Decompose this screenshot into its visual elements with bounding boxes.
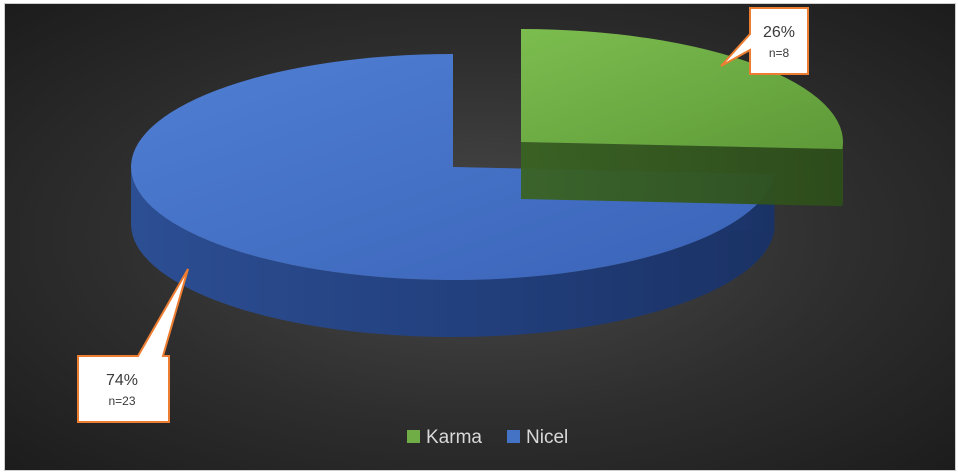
pie-slice-karma-top: [521, 29, 843, 150]
data-label-karma-count: n=8: [769, 46, 790, 60]
data-label-nicel: 74% n=23: [77, 268, 189, 423]
data-label-nicel-percent: 74%: [106, 372, 138, 389]
pie-chart-svg: 26% n=8 74% n=23 Karma Nicel: [77, 7, 843, 448]
legend-swatch-karma: [407, 430, 420, 443]
pie-slice-karma-cut: [521, 142, 843, 207]
pie-chart: 26% n=8 74% n=23 Karma Nicel: [4, 3, 956, 471]
pie-slice-karma-side: [842, 142, 843, 207]
pie-slice-nicel-top: [130, 54, 775, 280]
legend: Karma Nicel: [407, 427, 568, 448]
pie-slice-karma: [521, 29, 843, 207]
data-label-karma-percent: 26%: [763, 24, 795, 41]
data-label-nicel-count: n=23: [108, 394, 135, 408]
data-label-karma: 26% n=8: [720, 7, 809, 75]
pie-slice-nicel-side: [131, 167, 775, 337]
legend-label-karma: Karma: [426, 427, 482, 448]
legend-swatch-nicel: [507, 430, 520, 443]
legend-label-nicel: Nicel: [526, 427, 568, 448]
